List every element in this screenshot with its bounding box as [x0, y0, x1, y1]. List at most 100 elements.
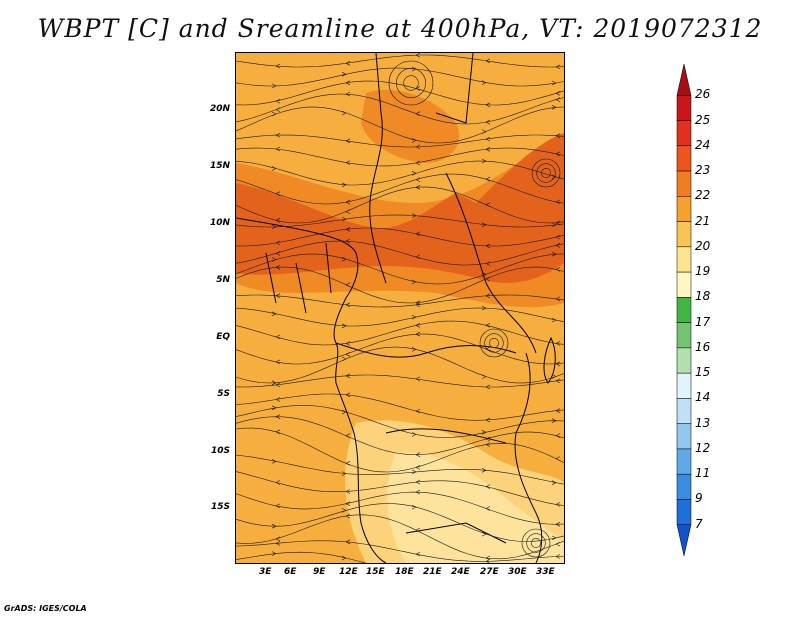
- vortex-ring: [396, 68, 426, 98]
- streamline: [236, 346, 564, 384]
- streamline-arrow: [481, 272, 487, 277]
- colorbar-segment: [676, 347, 692, 374]
- colorbar-label: 17: [695, 314, 711, 329]
- streamline-arrow: [415, 86, 421, 91]
- lon-label-12e: 12E: [339, 567, 358, 577]
- streamline-arrow: [341, 216, 347, 222]
- streamline-arrow: [415, 185, 421, 190]
- streamline-arrow: [275, 293, 281, 298]
- colorbar-segment: [676, 372, 692, 399]
- streamline-arrow: [485, 102, 491, 108]
- streamline-arrow: [555, 341, 561, 346]
- lon-label-9e: 9E: [313, 567, 326, 577]
- colorbar-label: 26: [695, 87, 711, 102]
- streamline: [236, 393, 564, 421]
- streamline-arrow: [271, 405, 277, 411]
- streamline-arrow: [341, 256, 347, 262]
- streamline-arrow: [481, 80, 487, 85]
- lon-label-3e: 3E: [259, 567, 272, 577]
- streamline-arrow: [275, 63, 281, 69]
- streamline-arrow: [275, 265, 281, 270]
- streamline-arrow: [271, 166, 277, 171]
- colorbar-segment: [676, 448, 692, 475]
- vortex-ring: [403, 75, 419, 91]
- streamline-arrow: [275, 334, 281, 340]
- streamline-arrow: [345, 302, 351, 308]
- colorbar-segment: [676, 63, 692, 96]
- streamline-arrow: [485, 176, 491, 182]
- lat-label-15n: 15N: [209, 161, 230, 171]
- vortex-ring: [479, 328, 509, 358]
- streamline: [236, 67, 564, 87]
- colorbar-segment: [676, 322, 692, 349]
- streamline-arrow: [345, 539, 351, 545]
- vortex-ring: [521, 528, 551, 558]
- lon-label-21e: 21E: [423, 567, 442, 577]
- streamline-arrow: [485, 384, 491, 390]
- streamline-arrow: [551, 80, 557, 86]
- colorbar-label: 22: [695, 188, 711, 203]
- streamline-arrow: [345, 80, 351, 86]
- streamline-arrow: [341, 471, 347, 476]
- streamline-arrow: [485, 559, 491, 563]
- streamline-arrow: [345, 282, 351, 287]
- streamline: [236, 307, 564, 327]
- streamline-arrow: [275, 132, 281, 138]
- streamline-arrow: [415, 331, 421, 337]
- streamline-arrow: [275, 382, 281, 388]
- colorbar-label: 24: [695, 137, 711, 152]
- streamline-arrow: [555, 267, 561, 272]
- streamline-arrow: [341, 555, 347, 561]
- streamline-arrow: [485, 202, 491, 207]
- colorbar-label: 25: [695, 112, 711, 127]
- streamline-arrow: [485, 243, 491, 249]
- streamline: [236, 54, 564, 68]
- streamline-arrow: [415, 160, 421, 166]
- streamline: [236, 240, 564, 266]
- streamline-arrow: [345, 392, 351, 398]
- streamline-arrow: [551, 480, 557, 485]
- grads-credit: GrADS: IGES/COLA: [4, 604, 87, 613]
- streamline-arrow: [481, 222, 487, 228]
- streamline-arrow: [271, 224, 277, 230]
- streamline-arrow: [415, 53, 421, 58]
- streamline-arrow: [555, 502, 561, 507]
- streamline: [236, 333, 564, 365]
- streamline-arrow: [271, 83, 277, 89]
- streamline-arrow: [271, 311, 277, 317]
- streamline-arrow: [411, 171, 417, 176]
- streamline: [236, 147, 564, 167]
- colorbar-segment: [676, 297, 692, 323]
- streamline-arrow: [341, 72, 347, 77]
- streamline-arrow: [551, 105, 557, 110]
- streamline-arrow: [275, 397, 281, 402]
- streamline-arrow: [415, 551, 421, 557]
- streamline: [236, 540, 564, 562]
- streamline-arrow: [345, 199, 351, 205]
- streamline-arrow: [485, 436, 491, 442]
- lat-label-10n: 10N: [209, 218, 230, 228]
- streamline-arrow: [555, 234, 561, 240]
- colorbar-label: 12: [695, 440, 711, 455]
- streamline-arrow: [551, 251, 557, 257]
- lon-label-18e: 18E: [395, 567, 414, 577]
- pale-region: [387, 452, 564, 563]
- colorbar-label: 20: [695, 238, 711, 253]
- streamline-arrow: [271, 380, 277, 386]
- streamline-arrow: [415, 376, 421, 382]
- streamline-arrow: [275, 107, 281, 112]
- colorbar-label: 19: [695, 264, 711, 279]
- streamline-arrow: [275, 240, 281, 246]
- streamline-arrow: [485, 58, 491, 64]
- streamline-arrow: [485, 119, 491, 125]
- streamline-arrow: [555, 243, 561, 248]
- streamline-arrow: [345, 160, 351, 165]
- colorbar-label: 15: [695, 365, 711, 380]
- streamline: [236, 374, 564, 388]
- streamline-arrow: [415, 323, 421, 328]
- colorbar-label: 9: [695, 491, 703, 506]
- streamline-arrow: [485, 323, 491, 328]
- colorbar-segment: [676, 499, 692, 525]
- colorbar-segment: [676, 246, 692, 273]
- map-field: [236, 53, 564, 563]
